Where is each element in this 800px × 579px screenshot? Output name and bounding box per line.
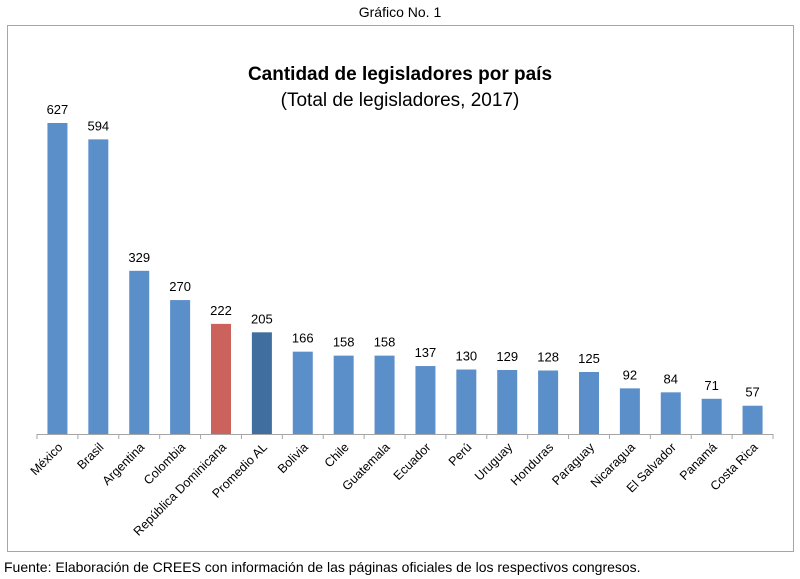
data-label: 329 xyxy=(128,250,150,265)
data-label: 71 xyxy=(704,378,718,393)
bar-uruguay xyxy=(497,370,518,434)
bar-brasil xyxy=(88,139,109,435)
data-label: 129 xyxy=(496,349,518,364)
bar-panamá xyxy=(701,398,722,434)
figure-caption: Gráfico No. 1 xyxy=(358,4,442,20)
bar-honduras xyxy=(538,370,559,434)
data-label: 158 xyxy=(374,335,396,350)
x-tick-label: Bolivia xyxy=(275,440,311,476)
data-label: 158 xyxy=(333,335,355,350)
bar-paraguay xyxy=(579,371,599,434)
data-label: 125 xyxy=(578,351,600,366)
bars-group xyxy=(47,123,763,435)
bar-argentina xyxy=(129,270,150,434)
data-label: 166 xyxy=(292,331,314,346)
data-labels-group: 627 594 329 270 222 205 166 158 158 137 130 129 128 1… xyxy=(47,102,760,400)
data-label: 627 xyxy=(47,102,69,117)
bar-ecuador xyxy=(415,366,436,434)
chart-subtitle: (Total de legisladores, 2017) xyxy=(280,90,520,111)
x-tick-label: Brasil xyxy=(74,440,106,472)
data-label: 222 xyxy=(210,303,232,318)
bar-guatemala xyxy=(374,355,395,434)
data-label: 205 xyxy=(251,311,273,326)
data-label: 92 xyxy=(623,367,637,382)
data-label: 270 xyxy=(169,279,191,294)
bar-colombia xyxy=(170,300,191,434)
data-label: 57 xyxy=(745,385,759,400)
bar-perú xyxy=(456,369,477,434)
x-tick-label: Honduras xyxy=(508,440,556,488)
x-tick-label: Chile xyxy=(322,440,352,470)
bar-bolivia xyxy=(292,351,313,434)
bar-promedio-al xyxy=(251,332,272,434)
data-label: 594 xyxy=(87,118,109,133)
bar-república-dominicana xyxy=(211,323,231,434)
chart-title: Cantidad de legisladores por país xyxy=(247,64,553,85)
data-label: 128 xyxy=(537,350,559,365)
bar-chile xyxy=(333,355,354,434)
x-tick-label: Argentina xyxy=(100,440,148,488)
data-label: 84 xyxy=(664,371,678,386)
source-note: Fuente: Elaboración de CREES con informa… xyxy=(4,559,641,575)
data-label: 130 xyxy=(455,349,477,364)
data-label: 137 xyxy=(415,345,437,360)
bar-méxico xyxy=(47,123,68,434)
x-tick-label: Perú xyxy=(446,440,475,469)
bar-nicaragua xyxy=(619,388,640,434)
x-tick-label: México xyxy=(28,440,66,478)
x-axis xyxy=(36,434,774,439)
x-tick-label: Ecuador xyxy=(391,440,434,483)
bar-costa-rica xyxy=(742,405,763,434)
bar-el-salvador xyxy=(660,392,681,434)
